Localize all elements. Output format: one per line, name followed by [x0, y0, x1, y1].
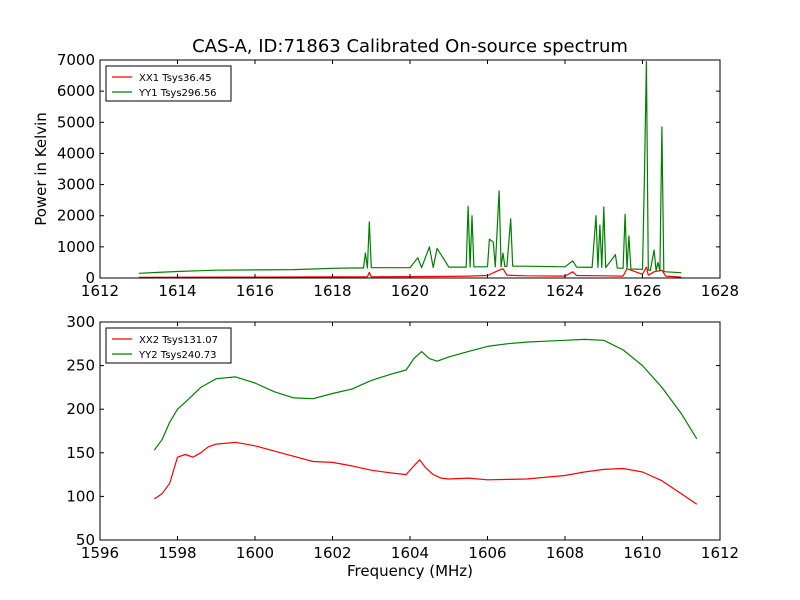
legend-box — [105, 65, 232, 102]
x-tick-label: 1624 — [546, 282, 584, 300]
x-tick-label: 1622 — [468, 282, 506, 300]
top-plot-ylabel: Power in Kelvin — [32, 112, 50, 226]
y-tick-label: 200 — [66, 400, 95, 418]
y-tick-label: 0 — [85, 269, 95, 287]
x-tick-label: 1612 — [701, 544, 739, 562]
y-tick-label: 7000 — [57, 51, 95, 69]
series-line-xx1 — [138, 266, 682, 278]
series-line-yy1 — [138, 60, 682, 274]
x-tick-label: 1606 — [468, 544, 506, 562]
legend-box — [105, 327, 232, 364]
x-tick-label: 1610 — [623, 544, 661, 562]
y-tick-label: 100 — [66, 487, 95, 505]
y-tick-label: 4000 — [57, 144, 95, 162]
bottom-plot-xlabel: Frequency (MHz) — [347, 562, 473, 580]
series-line-xx2 — [153, 441, 698, 505]
x-tick-label: 1596 — [81, 544, 119, 562]
y-tick-label: 6000 — [57, 82, 95, 100]
top-plot-ticks: 1612 1614 1616 1618 1620 1622 1624 1626 1628 0 100… — [57, 51, 739, 300]
x-tick-label: 1616 — [236, 282, 274, 300]
legend-label: XX1 Tsys36.45 — [139, 73, 212, 84]
chart-title: CAS-A, ID:71863 Calibrated On-source spe… — [192, 36, 628, 57]
x-tick-label: 1626 — [623, 282, 661, 300]
x-tick-label: 1608 — [546, 544, 584, 562]
top-plot-marks — [138, 60, 682, 278]
legend-label: XX2 Tsys131.07 — [139, 335, 218, 346]
y-tick-label: 3000 — [57, 176, 95, 194]
x-tick-label: 1600 — [236, 544, 274, 562]
x-tick-label: 1620 — [391, 282, 429, 300]
y-tick-label: 50 — [76, 531, 95, 549]
legend-label: YY2 Tsys240.73 — [138, 350, 217, 361]
y-tick-label: 250 — [66, 357, 95, 375]
x-tick-label: 1602 — [313, 544, 351, 562]
bottom-plot-marks — [153, 338, 698, 505]
x-tick-label: 1614 — [158, 282, 196, 300]
y-tick-label: 2000 — [57, 207, 95, 225]
y-tick-label: 150 — [66, 444, 95, 462]
y-tick-label: 300 — [66, 313, 95, 331]
bottom-plot-ticks: 1596 1598 1600 1602 1604 1606 1608 1610 1612 50 10… — [66, 313, 739, 562]
x-tick-label: 1618 — [313, 282, 351, 300]
y-tick-label: 5000 — [57, 113, 95, 131]
legend-label: YY1 Tsys296.56 — [138, 88, 217, 99]
x-tick-label: 1604 — [391, 544, 429, 562]
top-plot-legend: XX1 Tsys36.45 YY1 Tsys296.56 — [105, 65, 232, 102]
y-tick-label: 1000 — [57, 238, 95, 256]
bottom-plot-legend: XX2 Tsys131.07 YY2 Tsys240.73 — [105, 327, 232, 364]
series-line-yy2 — [153, 338, 698, 451]
bottom-plot: 1596 1598 1600 1602 1604 1606 1608 1610 1612 50 10… — [66, 313, 739, 580]
x-tick-label: 1628 — [701, 282, 739, 300]
x-tick-label: 1612 — [81, 282, 119, 300]
x-tick-label: 1598 — [158, 544, 196, 562]
top-plot: 1612 1614 1616 1618 1620 1622 1624 1626 1628 0 100… — [32, 51, 739, 300]
